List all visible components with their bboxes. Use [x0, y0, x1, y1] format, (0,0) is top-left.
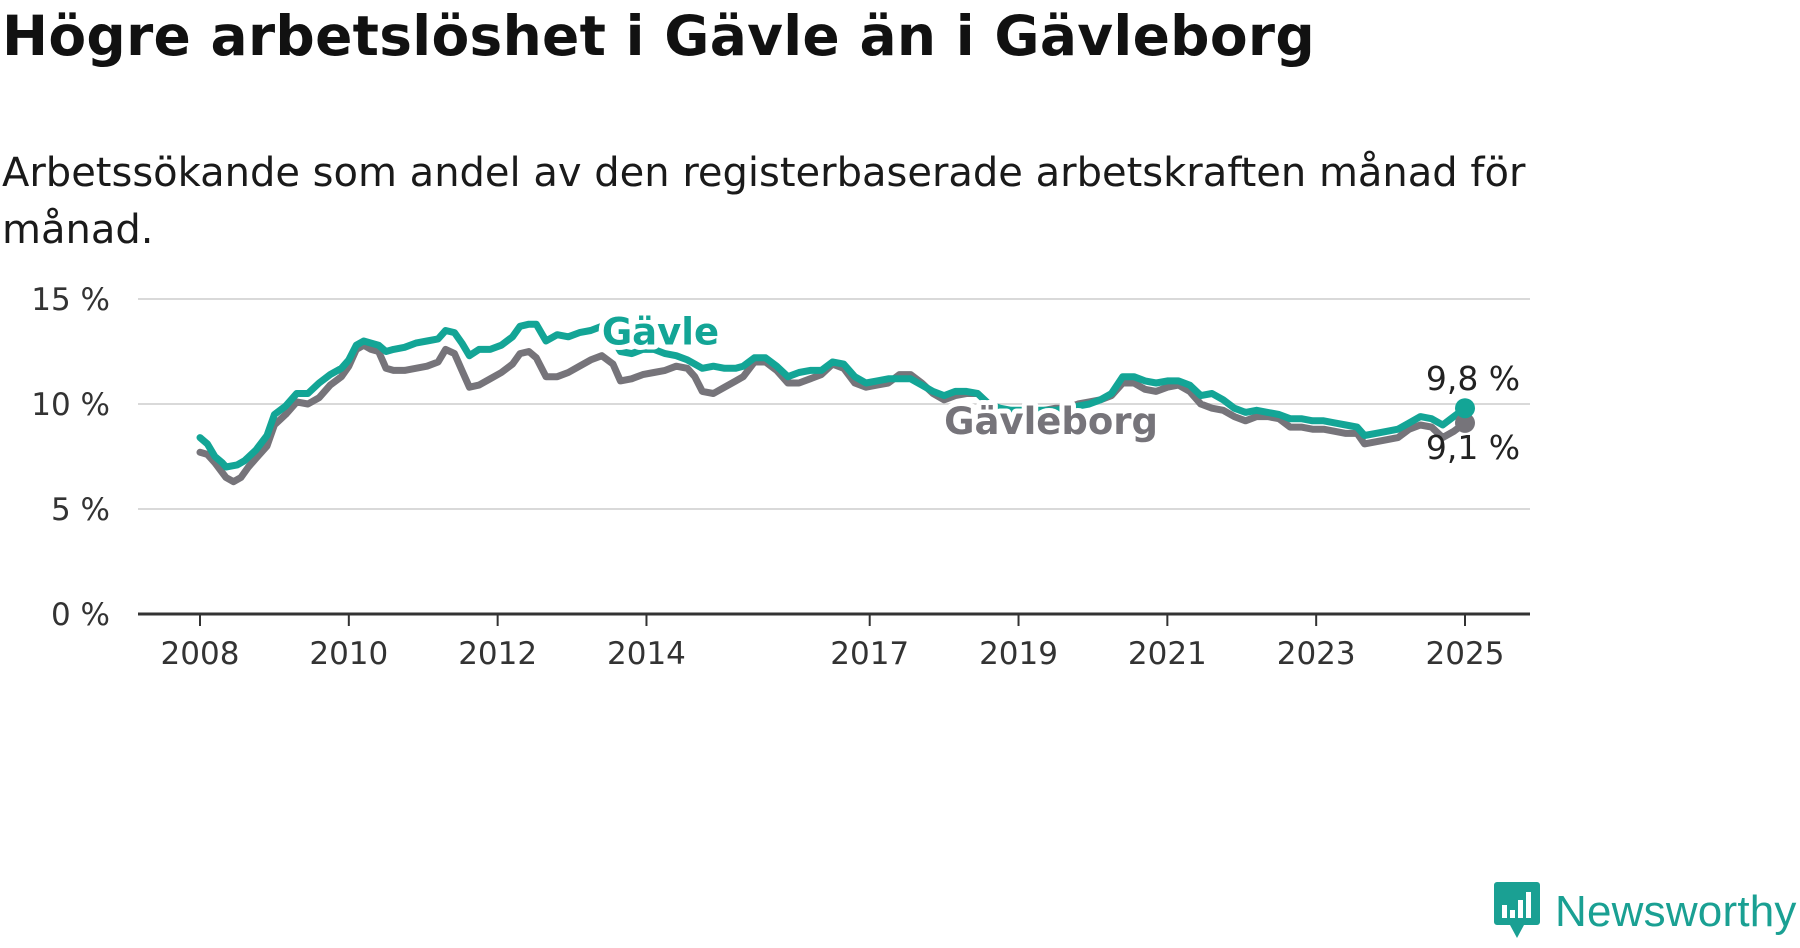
series-endpoints [1455, 398, 1475, 433]
x-tick-label: 2014 [607, 636, 686, 672]
series-line-gavle [196, 320, 1469, 471]
y-tick-label: 15 % [31, 282, 110, 318]
x-tick-label: 2025 [1426, 636, 1505, 672]
x-tick-label: 2019 [979, 636, 1058, 672]
y-tick-label: 10 % [31, 387, 110, 423]
grid-lines [138, 298, 1530, 510]
chart-subtitle: Arbetssökande som andel av den registerb… [2, 150, 1526, 253]
x-tick-label: 2017 [830, 636, 909, 672]
y-tick-label: 0 % [51, 597, 110, 633]
y-axis-ticks: 0 % 5 % 10 % 15 % [31, 282, 110, 633]
x-tick-label: 2012 [458, 636, 537, 672]
x-axis-ticks: 2008 2010 2012 2014 2017 2019 2021 2023 2025 [161, 614, 1505, 672]
x-tick-label: 2008 [161, 636, 240, 672]
series-label-gavle: Gävle [602, 311, 719, 354]
chart-title: Högre arbetslöshet i Gävle än i Gävlebor… [2, 4, 1316, 68]
x-tick-label: 2023 [1277, 636, 1356, 672]
end-value-gavleborg: 9,1 % [1426, 428, 1520, 467]
y-tick-label: 5 % [51, 492, 110, 528]
brand-name: Newsworthy [1555, 887, 1797, 936]
x-tick-label: 2021 [1128, 636, 1207, 672]
newsworthy-logo-icon [1493, 880, 1541, 944]
series-endpoint-gavleborg [1455, 412, 1475, 433]
series-line-gavleborg [196, 341, 1469, 486]
series-label-gavleborg: Gävleborg [944, 400, 1158, 443]
end-value-gavle: 9,8 % [1426, 359, 1520, 398]
x-tick-label: 2010 [309, 636, 388, 672]
series-labels: Gävle Gävleborg 9,8 % 9,1 % [597, 306, 1520, 467]
series-endpoint-gavle [1455, 398, 1475, 419]
newsworthy-brand: Newsworthy [1493, 882, 1797, 942]
series-lines [196, 320, 1469, 486]
